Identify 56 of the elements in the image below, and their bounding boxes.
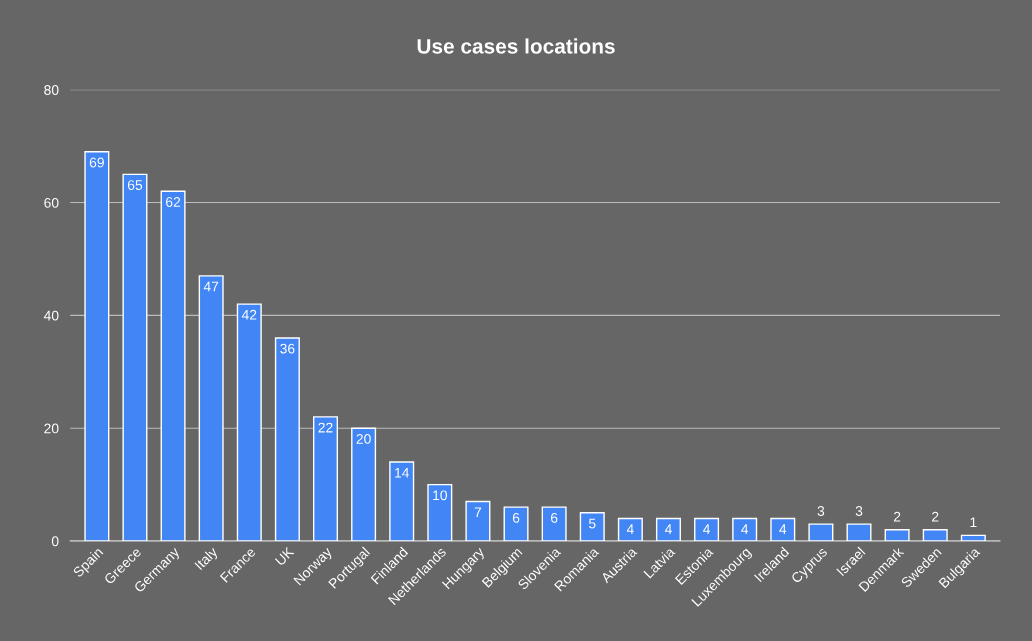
bar bbox=[922, 529, 948, 541]
bar bbox=[694, 517, 720, 541]
data-label: 47 bbox=[203, 281, 219, 292]
y-tick-label: 40 bbox=[43, 310, 59, 321]
data-label: 1 bbox=[970, 517, 977, 528]
data-label: 65 bbox=[127, 180, 143, 190]
bar bbox=[236, 303, 262, 541]
data-label: 3 bbox=[817, 506, 825, 516]
data-label: 6 bbox=[512, 512, 520, 523]
bar bbox=[274, 337, 300, 541]
bar bbox=[541, 506, 567, 541]
data-label: 22 bbox=[318, 422, 333, 433]
bar bbox=[122, 173, 148, 541]
bar bbox=[770, 517, 796, 541]
bar bbox=[84, 151, 110, 541]
y-tick-label: 20 bbox=[44, 423, 59, 434]
bar bbox=[884, 529, 910, 541]
data-label: 4 bbox=[741, 524, 749, 534]
data-label: 42 bbox=[241, 309, 257, 320]
x-tick-label: UK bbox=[274, 546, 295, 566]
data-label: 2 bbox=[932, 511, 939, 522]
data-label: 4 bbox=[664, 524, 672, 534]
data-label: 4 bbox=[779, 524, 787, 534]
bar bbox=[198, 275, 224, 541]
data-label: 14 bbox=[395, 467, 410, 478]
bar bbox=[732, 517, 758, 541]
bar bbox=[503, 506, 529, 541]
bar bbox=[389, 461, 415, 541]
y-tick-label: 60 bbox=[44, 197, 59, 208]
data-label: 3 bbox=[855, 506, 863, 516]
data-label: 20 bbox=[356, 433, 371, 444]
data-label: 36 bbox=[280, 343, 295, 354]
bar bbox=[351, 427, 377, 541]
data-label: 4 bbox=[703, 524, 711, 534]
bar bbox=[960, 534, 986, 541]
y-tick-label: 0 bbox=[51, 536, 59, 547]
data-label: 2 bbox=[893, 511, 901, 522]
bar bbox=[655, 517, 681, 541]
data-label: 7 bbox=[474, 507, 482, 517]
data-label: 62 bbox=[166, 197, 181, 207]
bar bbox=[617, 517, 643, 541]
bar bbox=[427, 483, 453, 541]
data-label: 5 bbox=[588, 518, 596, 529]
data-label: 6 bbox=[550, 512, 558, 523]
bar bbox=[312, 416, 339, 541]
y-tick-label: 80 bbox=[44, 85, 59, 95]
data-label: 10 bbox=[433, 490, 447, 501]
data-label: 4 bbox=[626, 524, 634, 534]
bar bbox=[808, 523, 834, 541]
bar bbox=[846, 523, 872, 541]
bar bbox=[465, 500, 491, 541]
data-label: 69 bbox=[89, 157, 104, 168]
x-tick-label: Italy bbox=[194, 545, 221, 573]
bar bbox=[160, 190, 186, 541]
bar bbox=[579, 512, 605, 541]
chart-title: Use cases locations bbox=[417, 38, 615, 54]
